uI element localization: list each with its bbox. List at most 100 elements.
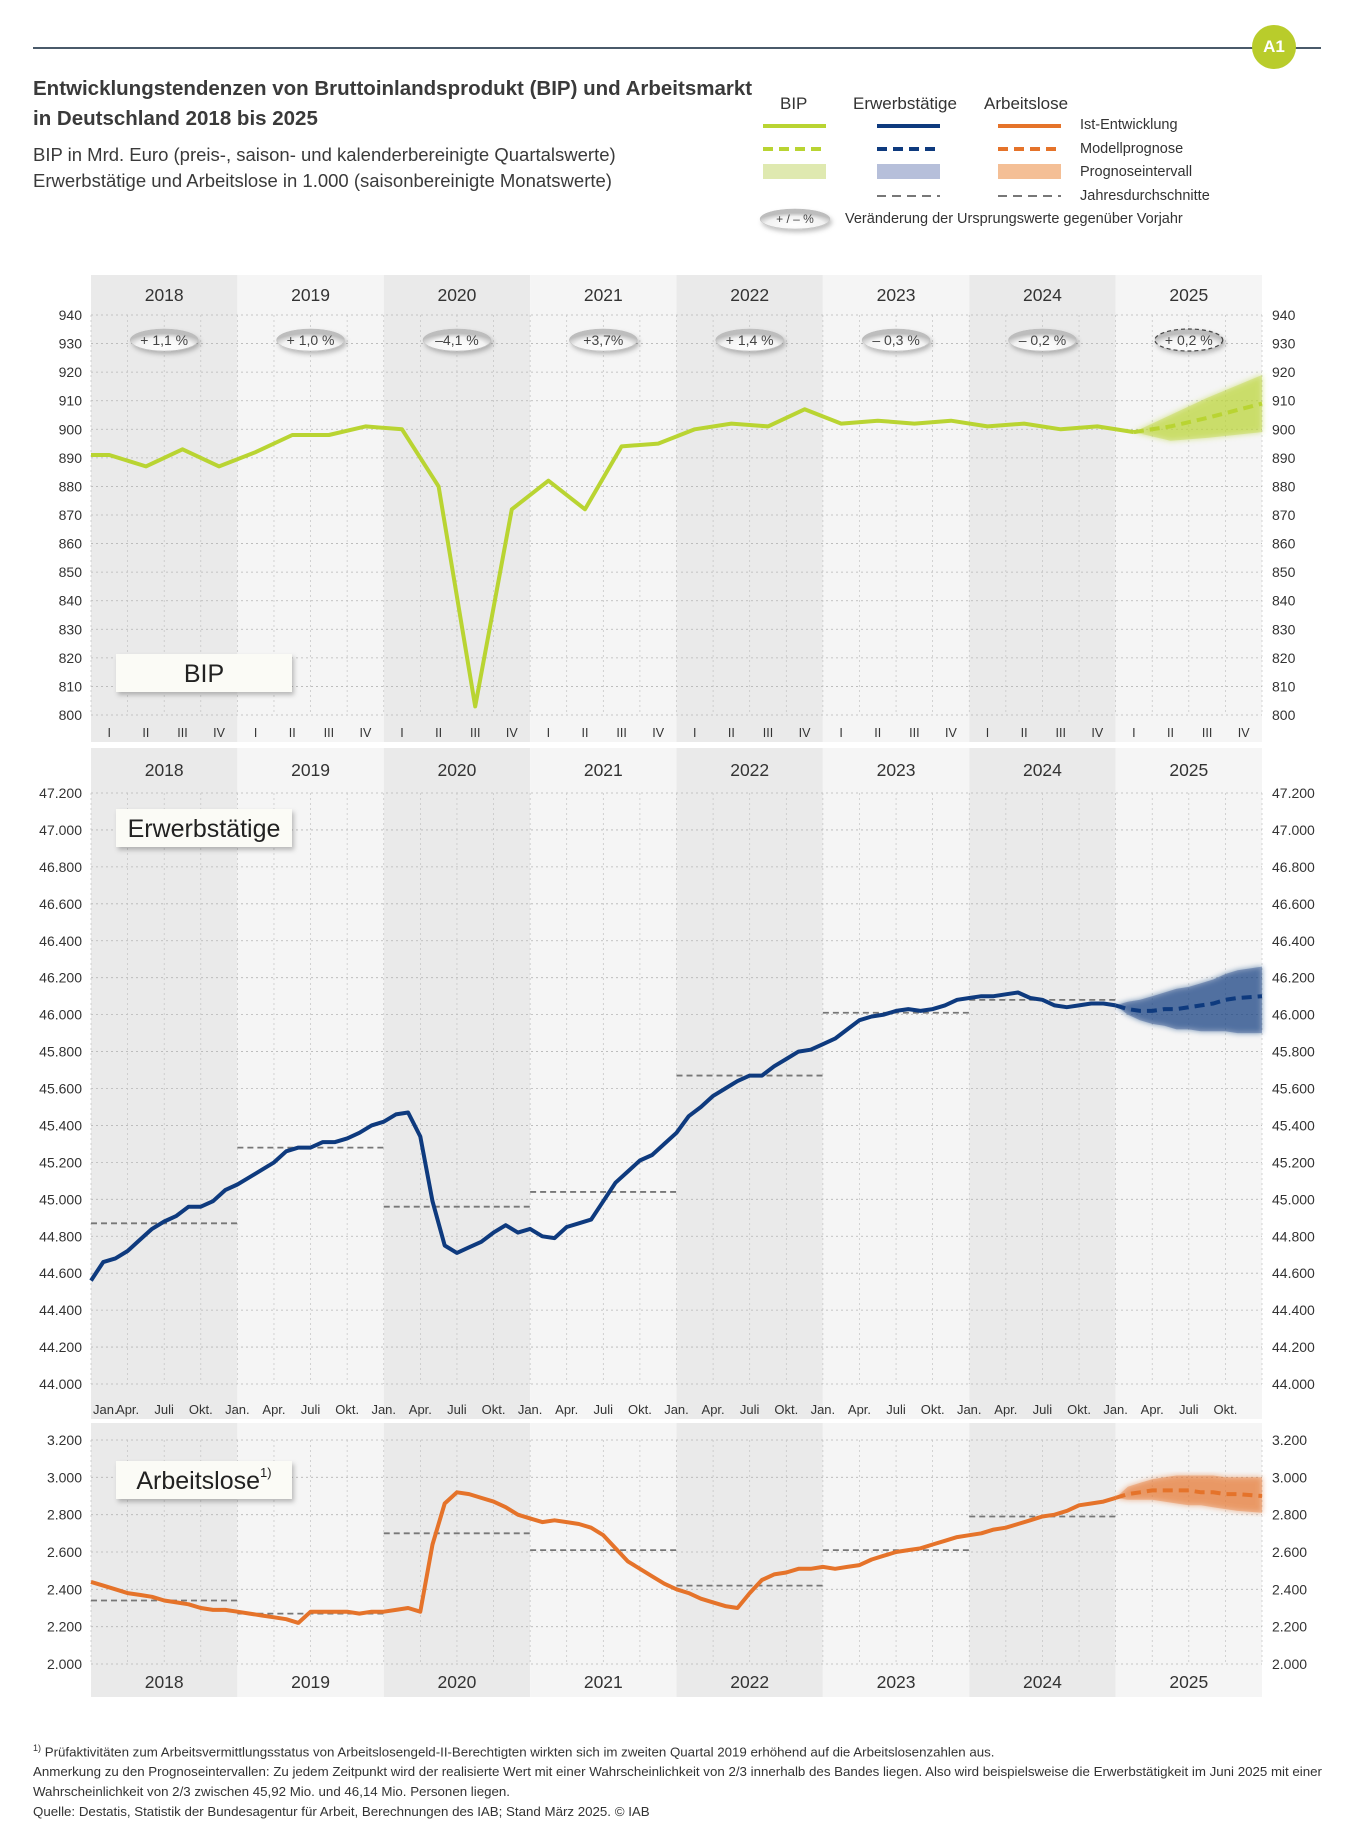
bip-ytick-right: 840: [1272, 593, 1296, 609]
chart-panels: 800 800 810 810 820 820 830 830 840 840 850 850 860 8…: [39, 275, 1315, 1697]
bip-quarter-label: IV: [1091, 726, 1103, 740]
erw-ytick-right: 45.000: [1272, 1191, 1315, 1207]
bip-interval: [1133, 375, 1262, 441]
bip-ytick-right: 890: [1272, 450, 1296, 466]
bip-change-ellipse-2018: [129, 328, 199, 352]
bip-change-label-2025: + 0,2 %: [1165, 332, 1213, 348]
erw-interval: [1115, 966, 1262, 1034]
bip-change-ellipse-2023: [861, 328, 931, 352]
bip-quarter-label: II: [582, 726, 589, 740]
bip-band-2021: [530, 275, 677, 742]
alo-ytick-right: 2.400: [1272, 1581, 1307, 1597]
bip-quarter-label: I: [547, 726, 550, 740]
bip-ytick-right: 910: [1272, 393, 1296, 409]
erw-month-label: Juli: [154, 1402, 174, 1417]
erw-month-label: Apr.: [555, 1402, 578, 1417]
erw-ytick-left: 45.600: [39, 1081, 82, 1097]
erw-ytick-right: 47.000: [1272, 822, 1315, 838]
erw-month-label: Juli: [301, 1402, 321, 1417]
bip-quarter-label: III: [1056, 726, 1066, 740]
bip-quarter-label: III: [616, 726, 626, 740]
erw-label-box: [116, 809, 292, 847]
erw-ytick-right: 44.600: [1272, 1265, 1315, 1281]
erw-month-label: Jan.: [518, 1402, 543, 1417]
bip-actual-line: [91, 407, 1135, 709]
erw-ytick-left: 46.200: [39, 970, 82, 986]
erw-ytick-right: 46.200: [1272, 970, 1315, 986]
bip-ytick-right: 940: [1272, 307, 1296, 323]
subtitle-line-2: Erwerbstätige und Arbeitslose in 1.000 (…: [33, 170, 612, 191]
erw-year-2023: 2023: [877, 760, 916, 780]
erw-year-2019: 2019: [291, 760, 330, 780]
bip-ytick-left: 900: [59, 421, 83, 437]
bip-ytick-right: 830: [1272, 621, 1296, 637]
bip-band-2024: [969, 275, 1116, 742]
erw-month-label: Apr.: [409, 1402, 432, 1417]
erw-ytick-left: 45.200: [39, 1154, 82, 1170]
erw-ytick-right: 44.200: [1272, 1339, 1315, 1355]
erw-year-2021: 2021: [584, 760, 623, 780]
bip-quarter-label: II: [728, 726, 735, 740]
bip-change-ellipse-2024: [1008, 328, 1077, 352]
legend-bip-interval-swatch: [763, 164, 826, 179]
bip-ytick-left: 850: [59, 564, 83, 580]
subtitle-line-1: BIP in Mrd. Euro (preis-, saison- und ka…: [33, 144, 616, 165]
bip-quarter-label: I: [400, 726, 403, 740]
legend-col-bip: BIP: [780, 94, 808, 113]
alo-ytick-left: 2.400: [47, 1581, 82, 1597]
erw-month-label: Apr.: [702, 1402, 725, 1417]
erw-ytick-left: 47.000: [39, 822, 82, 838]
alo-ytick-right: 3.200: [1272, 1432, 1307, 1448]
bip-quarter-label: IV: [506, 726, 518, 740]
bip-quarter-label: IV: [945, 726, 957, 740]
erw-month-label: Jan.: [93, 1402, 118, 1417]
erw-ytick-left: 46.400: [39, 933, 82, 949]
legend-col-erw: Erwerbstätige: [853, 94, 957, 113]
erw-ytick-right: 45.200: [1272, 1154, 1315, 1170]
footnote-1-text: Prüfaktivitäten zum Arbeitsvermittlungss…: [44, 1744, 995, 1760]
erw-ytick-left: 46.800: [39, 859, 82, 875]
erw-month-label: Apr.: [262, 1402, 285, 1417]
legend-row-interval: Prognoseintervall: [1080, 164, 1193, 180]
bip-change-ellipse-2020: [422, 328, 492, 352]
bip-quarter-label: I: [986, 726, 989, 740]
bip-interval-core: [1133, 375, 1262, 441]
bip-quarter-label: III: [470, 726, 480, 740]
bip-quarter-label: II: [289, 726, 296, 740]
erw-month-label: Jan.: [371, 1402, 396, 1417]
erw-month-label: Juli: [740, 1402, 760, 1417]
bip-ytick-left: 830: [59, 621, 83, 637]
bip-quarter-label: III: [177, 726, 187, 740]
bip-ytick-right: 860: [1272, 536, 1296, 552]
erw-ytick-right: 44.400: [1272, 1302, 1315, 1318]
bip-year-2025: 2025: [1169, 285, 1208, 305]
erw-ytick-right: 45.800: [1272, 1044, 1315, 1060]
erw-ytick-left: 44.800: [39, 1228, 82, 1244]
legend-row-forecast: Modellprognose: [1080, 141, 1184, 157]
legend-swatches: + / – %: [759, 124, 1061, 230]
bip-change-ellipse-2025: [1154, 328, 1224, 352]
bip-band-2020: [383, 275, 531, 742]
alo-ytick-left: 2.200: [47, 1619, 82, 1635]
erw-month-label: Apr.: [1141, 1402, 1164, 1417]
bip-ytick-left: 800: [59, 707, 83, 723]
footnote-2: Anmerkung zu den Prognoseintervallen: Zu…: [33, 1764, 1322, 1800]
alo-actual-line: [90, 1490, 1117, 1625]
alo-interval-core: [1115, 1475, 1262, 1513]
bip-quarter-label: IV: [652, 726, 664, 740]
erw-month-label: Juli: [1179, 1402, 1199, 1417]
footnote-1: 1) Prüfaktivitäten zum Arbeitsvermittlun…: [33, 1738, 1323, 1762]
legend-row-averages: Jahresdurchschnitte: [1080, 188, 1210, 204]
bip-quarter-label: III: [324, 726, 334, 740]
alo-year-2023: 2023: [877, 1672, 916, 1692]
bip-change-label-2022: + 1,4 %: [726, 332, 774, 348]
erw-month-label: Apr.: [848, 1402, 871, 1417]
erw-month-label: Apr.: [994, 1402, 1017, 1417]
chart-title: Entwicklungstendenzen von Bruttoinlandsp…: [33, 77, 753, 130]
erw-ytick-left: 44.200: [39, 1339, 82, 1355]
bip-quarter-label: I: [254, 726, 257, 740]
alo-forecast-line: [1115, 1488, 1263, 1500]
bip-band-2023: [822, 275, 970, 742]
erw-ytick-right: 44.000: [1272, 1376, 1315, 1392]
erw-ytick-right: 46.600: [1272, 896, 1315, 912]
